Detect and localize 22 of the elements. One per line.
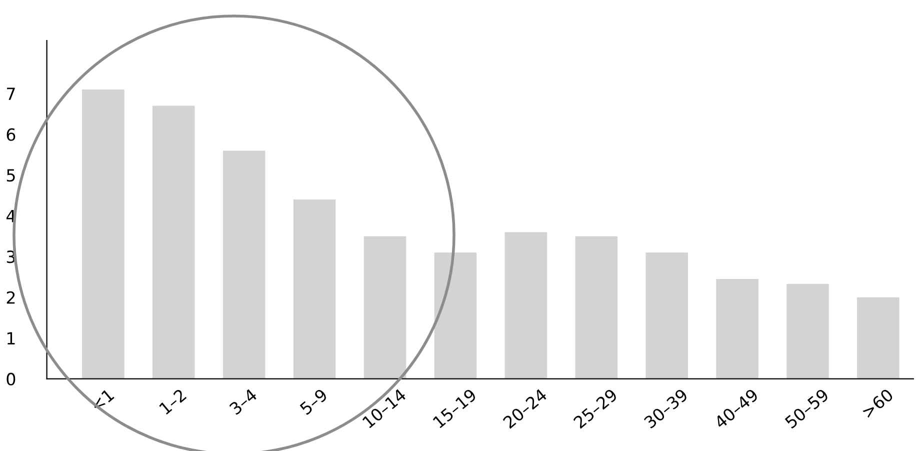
bar: [504, 232, 548, 379]
x-tick-label: 3–4: [228, 388, 258, 416]
bar: [786, 284, 829, 379]
bar: [222, 150, 266, 379]
bar: [716, 278, 758, 379]
y-tick-label: 1: [7, 332, 15, 344]
bar: [82, 89, 124, 379]
y-tick-label: 6: [6, 128, 16, 141]
bar: [293, 200, 336, 379]
bar: [434, 252, 477, 379]
bar: [857, 297, 900, 379]
x-tick-label: 5–9: [299, 388, 328, 416]
y-tick-label: 7: [7, 88, 15, 100]
bar: [575, 236, 618, 379]
bar: [646, 252, 688, 379]
y-tick-label: 0: [6, 372, 16, 386]
bar: [152, 106, 195, 379]
y-tick-label: 2: [6, 291, 15, 304]
bar: [364, 236, 406, 379]
x-tick-label: 1–2: [158, 388, 187, 415]
y-tick-label: 5: [6, 169, 15, 182]
x-tick-label: >60: [861, 388, 894, 419]
